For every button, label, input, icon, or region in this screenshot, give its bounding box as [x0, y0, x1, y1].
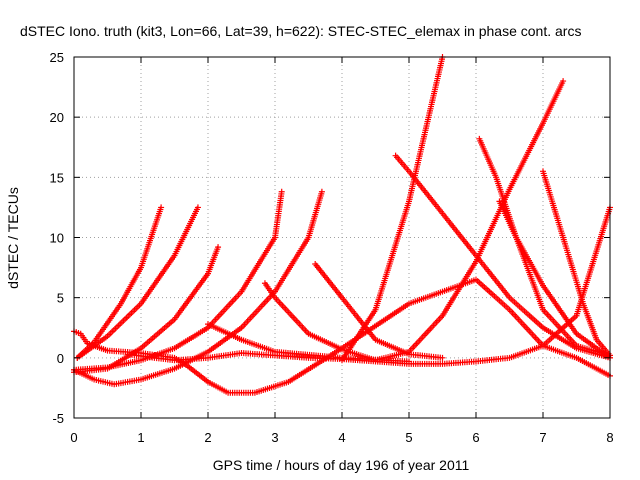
- x-tick-label: 2: [204, 430, 211, 445]
- data-point: [439, 354, 446, 361]
- y-tick-label: -5: [52, 411, 64, 426]
- y-tick-label: 0: [57, 351, 64, 366]
- x-tick-label: 5: [405, 430, 412, 445]
- data-point: [278, 188, 285, 195]
- data-point: [194, 204, 201, 211]
- series-15: [540, 168, 613, 359]
- data-point: [560, 78, 567, 85]
- y-tick-label: 5: [57, 291, 64, 306]
- y-tick-label: 15: [50, 170, 64, 185]
- series-10: [339, 54, 446, 364]
- x-tick-label: 7: [539, 430, 546, 445]
- series-4: [74, 204, 165, 361]
- series-9: [312, 260, 446, 361]
- x-tick-label: 1: [137, 430, 144, 445]
- x-tick-label: 3: [271, 430, 278, 445]
- data-point: [318, 188, 325, 195]
- y-axis-label: dSTEC / TECUs: [5, 187, 21, 289]
- data-point: [215, 244, 222, 251]
- x-tick-label: 8: [606, 430, 613, 445]
- data-point: [406, 358, 412, 365]
- axis-ticks: 0 1 2 3 4 5 6 7 8 -5 0 5 10 15 20 25: [50, 50, 614, 445]
- series-5: [74, 204, 201, 361]
- y-tick-label: 25: [50, 50, 64, 65]
- series-14: [496, 198, 613, 361]
- data-marks: [71, 54, 613, 396]
- x-axis-label: GPS time / hours of day 196 of year 2011: [213, 457, 470, 473]
- data-point: [158, 204, 165, 211]
- series-12: [392, 152, 613, 361]
- y-tick-label: 10: [50, 231, 64, 246]
- chart-title: dSTEC Iono. truth (kit3, Lon=66, Lat=39,…: [20, 23, 581, 39]
- series-11: [205, 321, 412, 365]
- x-tick-label: 6: [472, 430, 479, 445]
- x-tick-label: 4: [338, 430, 345, 445]
- y-tick-label: 20: [50, 110, 64, 125]
- x-tick-label: 0: [70, 430, 77, 445]
